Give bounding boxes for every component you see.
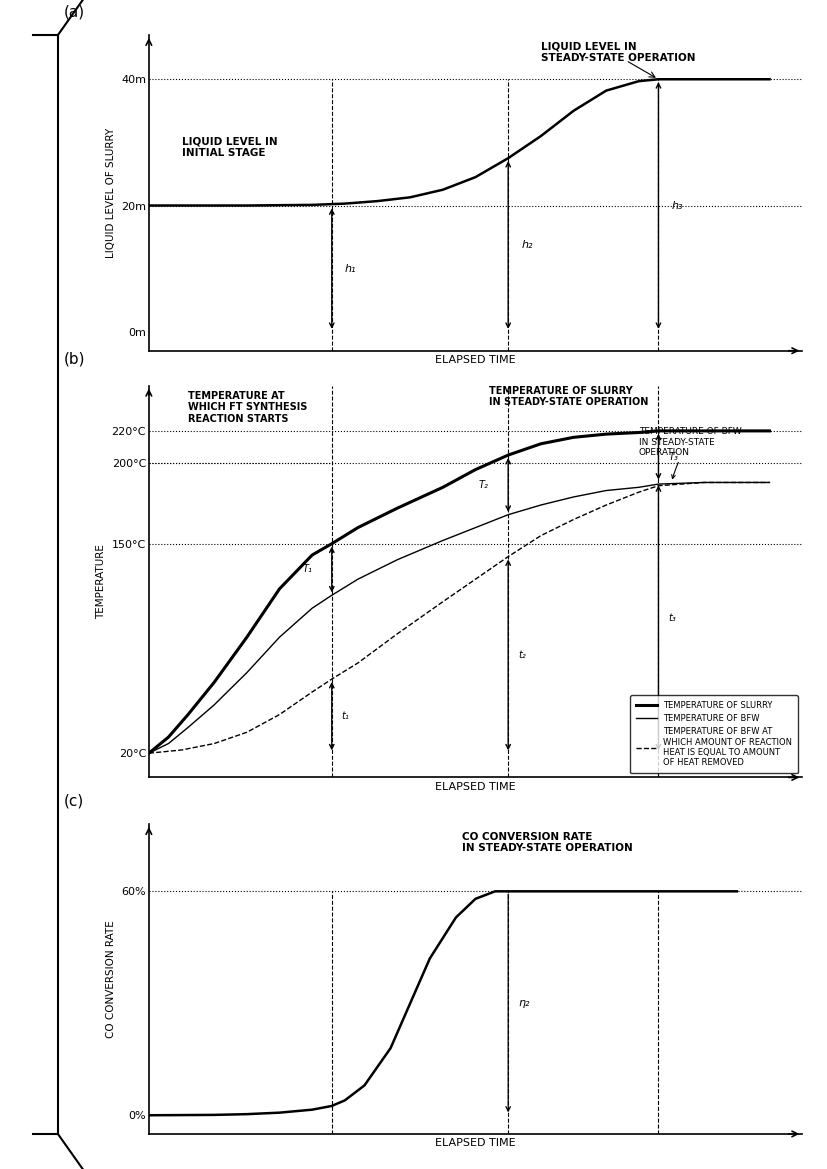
X-axis label: ELAPSED TIME: ELAPSED TIME xyxy=(435,1139,516,1148)
Text: T₁: T₁ xyxy=(303,565,313,574)
Text: (a): (a) xyxy=(64,5,85,19)
Text: t₁: t₁ xyxy=(342,711,349,721)
Text: (c): (c) xyxy=(64,794,84,809)
Y-axis label: LIQUID LEVEL OF SLURRY: LIQUID LEVEL OF SLURRY xyxy=(106,127,116,258)
Text: h₁: h₁ xyxy=(345,264,356,274)
Text: t₂: t₂ xyxy=(518,650,526,660)
Text: T₃: T₃ xyxy=(668,451,678,462)
Text: h₂: h₂ xyxy=(521,240,533,250)
Text: TEMPERATURE OF SLURRY
IN STEADY-STATE OPERATION: TEMPERATURE OF SLURRY IN STEADY-STATE OP… xyxy=(489,386,648,407)
Text: T₂: T₂ xyxy=(479,480,489,490)
Text: TEMPERATURE AT
WHICH FT SYNTHESIS
REACTION STARTS: TEMPERATURE AT WHICH FT SYNTHESIS REACTI… xyxy=(188,390,308,424)
Text: LIQUID LEVEL IN
INITIAL STAGE: LIQUID LEVEL IN INITIAL STAGE xyxy=(182,136,277,158)
Text: CO CONVERSION RATE
IN STEADY-STATE OPERATION: CO CONVERSION RATE IN STEADY-STATE OPERA… xyxy=(462,831,633,853)
X-axis label: ELAPSED TIME: ELAPSED TIME xyxy=(435,355,516,365)
Y-axis label: TEMPERATURE: TEMPERATURE xyxy=(96,544,106,620)
X-axis label: ELAPSED TIME: ELAPSED TIME xyxy=(435,782,516,791)
Text: (b): (b) xyxy=(64,351,85,366)
Legend: TEMPERATURE OF SLURRY, TEMPERATURE OF BFW, TEMPERATURE OF BFW AT
WHICH AMOUNT OF: TEMPERATURE OF SLURRY, TEMPERATURE OF BF… xyxy=(630,696,798,773)
Text: LIQUID LEVEL IN
STEADY-STATE OPERATION: LIQUID LEVEL IN STEADY-STATE OPERATION xyxy=(541,41,696,63)
Y-axis label: CO CONVERSION RATE: CO CONVERSION RATE xyxy=(106,920,116,1038)
Text: h₃: h₃ xyxy=(672,201,683,210)
Text: η₂: η₂ xyxy=(518,998,529,1009)
Text: t₃: t₃ xyxy=(668,613,676,623)
Text: TEMPERATURE OF BFW
IN STEADY-STATE
OPERATION: TEMPERATURE OF BFW IN STEADY-STATE OPERA… xyxy=(638,428,742,478)
